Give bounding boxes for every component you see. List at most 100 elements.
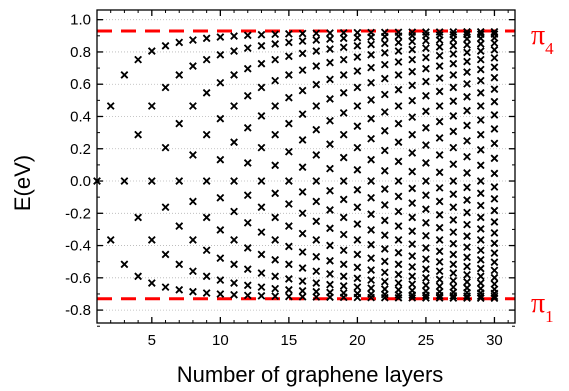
data-point xyxy=(243,124,252,132)
x-tick-label: 5 xyxy=(148,332,156,349)
y-tick-label: 0.4 xyxy=(70,108,91,125)
data-point xyxy=(367,284,375,292)
data-point xyxy=(490,183,499,191)
data-point xyxy=(120,71,129,79)
data-point xyxy=(408,28,417,36)
data-point xyxy=(298,110,307,118)
data-point xyxy=(394,71,403,79)
data-point xyxy=(435,51,444,60)
data-point xyxy=(394,157,403,166)
data-point xyxy=(339,34,348,43)
data-point xyxy=(189,236,197,244)
data-point xyxy=(408,167,417,176)
data-point xyxy=(230,290,238,299)
y-tick-label: -0.4 xyxy=(65,238,91,255)
data-point xyxy=(463,294,471,302)
data-point xyxy=(298,229,307,238)
data-point xyxy=(175,222,184,230)
y-tick-label: 0.6 xyxy=(70,76,91,93)
data-point xyxy=(449,28,458,36)
data-point xyxy=(490,273,499,282)
data-point xyxy=(381,49,389,57)
ref-label-pi4: π4 xyxy=(531,20,554,58)
data-point xyxy=(134,130,142,139)
data-point xyxy=(243,281,252,290)
data-point xyxy=(394,138,403,146)
data-point xyxy=(435,236,444,244)
data-point xyxy=(312,36,321,44)
data-point xyxy=(463,253,471,262)
data-point xyxy=(367,177,375,185)
data-point xyxy=(230,71,238,79)
data-point xyxy=(312,293,321,301)
data-point xyxy=(161,83,170,92)
data-point xyxy=(476,213,485,222)
data-point xyxy=(285,222,293,230)
data-point xyxy=(408,213,417,222)
data-point xyxy=(367,240,375,249)
data-point xyxy=(476,30,485,39)
data-point xyxy=(326,116,334,125)
data-point xyxy=(189,267,197,276)
data-point xyxy=(435,102,444,110)
y-tick-label: 1.0 xyxy=(70,12,91,29)
data-point xyxy=(490,30,499,38)
x-axis-title: Number of graphene layers xyxy=(177,362,444,387)
data-point xyxy=(312,47,321,55)
data-point xyxy=(490,54,499,62)
data-point xyxy=(449,216,458,224)
data-point xyxy=(394,270,403,279)
data-point xyxy=(353,203,362,212)
data-point xyxy=(449,97,458,105)
data-point xyxy=(449,50,458,58)
data-point xyxy=(326,280,334,289)
data-point xyxy=(476,177,485,185)
data-point xyxy=(298,287,307,295)
data-point xyxy=(476,272,485,281)
data-point xyxy=(312,252,321,261)
data-point xyxy=(189,102,197,110)
data-point xyxy=(243,64,252,73)
data-point xyxy=(298,248,307,256)
data-point xyxy=(339,177,348,185)
data-point xyxy=(339,43,348,52)
data-point xyxy=(435,247,444,256)
x-tick-label: 25 xyxy=(418,332,435,349)
data-point xyxy=(216,193,225,202)
data-point xyxy=(312,267,321,276)
data-point xyxy=(422,205,430,214)
data-point xyxy=(422,107,430,116)
ref-label-pi1: π1 xyxy=(531,288,554,326)
data-point xyxy=(435,28,444,36)
data-point xyxy=(285,119,293,128)
data-point xyxy=(339,71,348,79)
data-point xyxy=(435,267,444,276)
data-point xyxy=(298,29,307,38)
grid-lines xyxy=(97,19,515,311)
data-point xyxy=(394,293,403,302)
data-point xyxy=(312,80,321,89)
data-point xyxy=(148,279,156,287)
data-point xyxy=(326,186,334,195)
data-point xyxy=(367,96,375,104)
data-point xyxy=(134,272,142,281)
data-point xyxy=(271,161,279,170)
data-point xyxy=(367,210,375,219)
data-point xyxy=(189,197,197,206)
data-point xyxy=(312,217,321,226)
data-point xyxy=(367,114,375,123)
data-point xyxy=(463,57,471,66)
data-point xyxy=(490,229,499,237)
reference-lines xyxy=(97,29,515,301)
data-point xyxy=(422,159,430,167)
data-point xyxy=(435,74,444,82)
data-point xyxy=(422,274,430,282)
data-point xyxy=(408,96,417,105)
data-point xyxy=(422,218,430,227)
data-point xyxy=(285,292,293,301)
data-point xyxy=(243,218,252,227)
data-point xyxy=(367,40,375,49)
data-point xyxy=(271,76,279,85)
data-point xyxy=(408,227,417,235)
data-point xyxy=(257,112,266,120)
